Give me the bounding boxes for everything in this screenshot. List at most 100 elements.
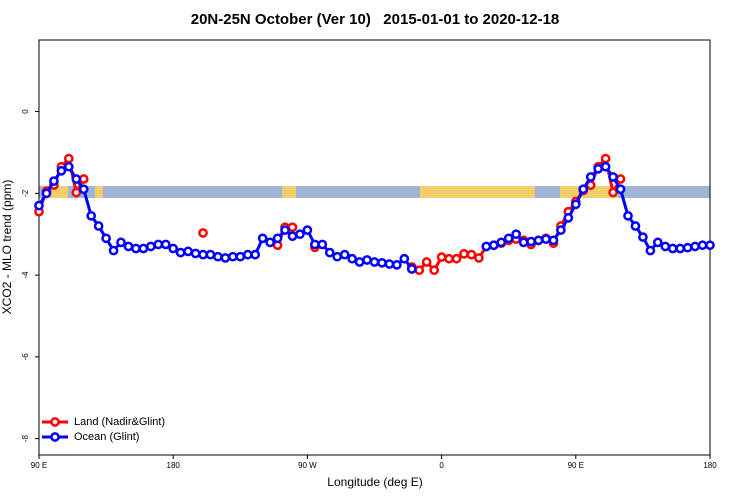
data-point [160,239,171,250]
data-point [563,213,574,223]
data-point [570,199,581,210]
y-tick-label: -2 [21,189,30,197]
data-point [548,235,559,246]
data-point [406,264,417,274]
data-point [436,252,447,262]
data-point [459,248,469,259]
data-point [518,237,529,248]
data-point [310,239,320,250]
data-point [660,241,671,252]
data-point [302,225,313,235]
data-point [34,200,44,211]
data-point [123,241,134,252]
data-point [93,221,104,231]
data-point [377,257,387,268]
data-point [429,265,439,276]
data-point [63,161,74,172]
data-point [474,253,484,263]
legend-marker [50,417,60,427]
data-point [384,259,395,269]
data-point [556,225,566,235]
data-point [600,161,611,172]
data-point [630,221,641,231]
data-point [541,234,551,244]
data-point [205,249,216,260]
data-point [526,236,536,247]
legend-marker [50,432,60,442]
data-point [183,246,193,257]
data-point [168,243,179,254]
data-point [652,237,663,248]
data-point [496,237,507,248]
x-tick-label: 180 [703,461,717,470]
data-point [392,260,402,270]
y-axis-label: XCO2 - MLO trend (ppm) [0,180,14,315]
legend-label: Ocean (Glint) [74,431,139,443]
data-point [615,184,626,195]
data-point [131,243,141,254]
data-point [265,237,275,248]
data-point [444,253,454,264]
data-point [324,247,335,258]
data-point [242,249,253,260]
data-point [317,239,328,250]
data-point [705,240,715,251]
data-point [511,229,522,240]
data-point [190,248,201,259]
data-point [600,153,611,164]
data-point [578,184,589,195]
data-point [414,265,425,276]
data-point [63,153,74,164]
data-point [198,249,208,260]
data-point [287,222,298,233]
data-point [116,237,126,248]
x-tick-label: 90 W [298,461,317,470]
data-point [593,163,604,174]
x-tick-label: 0 [439,461,444,470]
data-point [533,235,544,246]
data-point [227,251,238,262]
data-point [108,245,119,256]
data-point [339,249,350,260]
data-point [503,233,514,244]
data-point [585,172,596,182]
chart-title: 20N-25N October (Ver 10) 2015-01-01 to 2… [191,11,560,28]
x-tick-label: 180 [167,461,181,470]
data-point [451,253,462,264]
data-point [153,239,164,250]
data-point [49,176,59,186]
data-point [280,225,290,235]
data-point [250,249,261,260]
data-point [257,233,268,244]
data-point [220,253,231,263]
data-point [369,257,380,267]
y-tick-label: 0 [21,109,30,114]
data-point [332,251,343,262]
data-point [690,241,700,252]
data-point [362,255,372,265]
x-axis-label: Longitude (deg E) [327,475,422,489]
data-point [78,174,89,184]
data-point [101,233,111,244]
data-point [645,245,656,256]
data-point [41,188,52,199]
data-point [78,184,89,195]
data-point [667,243,678,254]
data-point [295,229,305,240]
data-point [71,174,82,184]
data-point [481,241,492,252]
data-point [86,210,97,221]
data-point [421,257,432,267]
data-point [608,172,618,182]
legend-label: Land (Nadir&Glint) [74,416,165,428]
data-point [488,240,499,251]
data-point [235,251,246,262]
data-point [608,187,618,198]
data-point [272,233,283,244]
data-point [354,257,365,267]
data-point [623,210,633,221]
data-point [399,253,410,264]
data-point [56,165,67,176]
data-point [347,253,357,264]
y-tick-label: -8 [21,435,30,443]
